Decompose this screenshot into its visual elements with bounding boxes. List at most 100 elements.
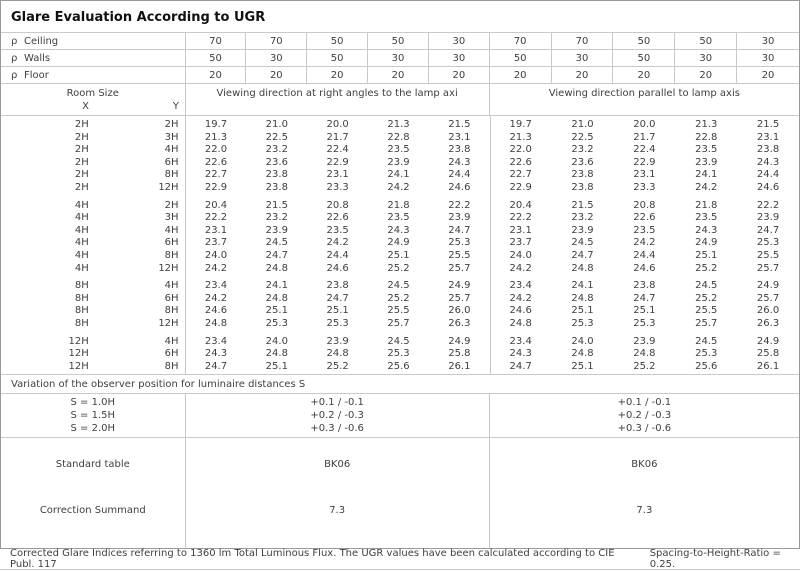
room-size-x: 8H <box>74 280 89 292</box>
reflectance-row-label: ρ Ceiling <box>1 33 186 49</box>
ugr-value-right-angles: 23.1 <box>448 131 471 143</box>
ugr-value-right-angles: 24.5 <box>387 335 410 347</box>
ugr-value-parallel: 22.4 <box>633 144 656 156</box>
ugr-value-right-angles: 24.9 <box>387 237 410 249</box>
ugr-table-row: 4H 3H 22.2 23.2 22.6 23.5 23.9 22.2 23.2 22.6 23.5… <box>1 212 799 225</box>
s-distance-label: S = 2.0H <box>70 423 116 434</box>
ugr-value-right-angles: 25.5 <box>387 305 410 317</box>
reflectance-value: 20 <box>552 67 614 83</box>
footer-text-ratio: Spacing-to-Height-Ratio = 0.25. <box>649 548 781 570</box>
room-size-x: 2H <box>74 169 89 181</box>
ugr-value-right-angles: 25.3 <box>326 317 349 329</box>
room-size-y: 6H <box>164 156 179 168</box>
ugr-value-right-angles: 22.6 <box>204 156 228 168</box>
ugr-value-right-angles: 23.1 <box>204 224 228 236</box>
rho-symbol: ρ <box>11 52 18 64</box>
room-size-y: 2H <box>164 199 179 211</box>
ugr-value-right-angles: 24.3 <box>448 156 471 168</box>
reflectance-value: 20 <box>429 67 490 83</box>
room-size-y: 6H <box>164 237 179 249</box>
ugr-value-parallel: 24.5 <box>695 280 718 292</box>
observer-variation-section: S = 1.0H S = 1.5H S = 2.0H +0.1 / -0.1 +0.2… <box>1 394 799 438</box>
ugr-value-parallel: 21.0 <box>571 119 594 130</box>
ugr-value-parallel: 23.8 <box>633 280 656 292</box>
room-size-y: 3H <box>164 212 179 224</box>
ugr-value-right-angles: 23.9 <box>448 212 471 224</box>
ugr-value-parallel: 24.3 <box>756 156 780 168</box>
ugr-value-parallel: 25.5 <box>695 305 718 317</box>
ugr-value-right-angles: 21.3 <box>387 119 410 130</box>
ugr-value-parallel: 25.2 <box>633 360 656 372</box>
room-size-x: 8H <box>74 317 89 329</box>
ugr-value-right-angles: 23.3 <box>326 181 349 193</box>
s-values-parallel: +0.1 / -0.1 +0.2 / -0.3 +0.3 / -0.6 <box>490 394 799 437</box>
rho-symbol: ρ <box>11 69 18 81</box>
ugr-value-parallel: 26.0 <box>756 305 780 317</box>
correction-summand-label: Correction Summand <box>39 504 146 516</box>
ugr-table-row: 2H 3H 21.3 22.5 21.7 22.8 23.1 21.3 22.5 21.7 22.8… <box>1 132 799 145</box>
ugr-value-parallel: 23.3 <box>633 181 656 193</box>
ugr-value-right-angles: 22.4 <box>326 144 349 156</box>
room-size-y: 4H <box>164 280 179 292</box>
reflectance-value: 50 <box>186 50 247 66</box>
standard-correction-values-parallel: BK06 7.3 <box>490 438 799 548</box>
ugr-value-right-angles: 20.4 <box>204 199 228 211</box>
ugr-value-right-angles: 24.9 <box>448 335 471 347</box>
room-size-x: 2H <box>74 144 89 156</box>
ugr-value-parallel: 24.1 <box>571 280 594 292</box>
room-size-x: 4H <box>74 249 89 261</box>
ugr-value-right-angles: 21.0 <box>265 119 288 130</box>
rho-symbol: ρ <box>11 35 18 47</box>
reflectance-value: 70 <box>246 33 308 49</box>
ugr-row-group: 4H 2H 20.4 21.5 20.8 21.8 22.2 20.4 21.5 20.8 21.8… <box>1 200 799 276</box>
standard-correction-section: Standard table Correction Summand BK06 7… <box>1 438 799 548</box>
ugr-value-right-angles: 23.5 <box>387 212 410 224</box>
ugr-value-right-angles: 23.1 <box>326 169 349 181</box>
ugr-value-right-angles: 25.1 <box>387 249 410 261</box>
ugr-value-parallel: 24.2 <box>509 292 532 304</box>
ugr-value-parallel: 22.8 <box>695 131 718 143</box>
ugr-value-parallel: 25.8 <box>756 348 780 360</box>
ugr-value-parallel: 24.3 <box>509 348 532 360</box>
reflectance-row-label: ρ Walls <box>1 50 186 66</box>
ugr-value-right-angles: 24.2 <box>387 181 410 193</box>
ugr-value-parallel: 24.4 <box>633 249 656 261</box>
room-size-y: 12H <box>158 181 179 193</box>
ugr-value-parallel: 25.1 <box>571 305 594 317</box>
ugr-value-parallel: 25.7 <box>756 262 780 274</box>
room-size-label: Room Size <box>66 88 119 99</box>
room-size-x: 12H <box>68 348 89 360</box>
ugr-value-parallel: 20.0 <box>633 119 656 130</box>
ugr-value-right-angles: 24.5 <box>265 237 288 249</box>
ugr-value-right-angles: 25.7 <box>387 317 410 329</box>
reflectance-value: 30 <box>675 50 738 66</box>
ugr-value-parallel: 23.1 <box>756 131 780 143</box>
ugr-value-parallel: 20.4 <box>509 199 532 211</box>
ugr-value-parallel: 21.7 <box>633 131 656 143</box>
ugr-value-right-angles: 24.5 <box>387 280 410 292</box>
ugr-value-parallel: 23.1 <box>633 169 656 181</box>
x-axis-label: X <box>82 101 89 112</box>
ugr-table-row: 12H 6H 24.3 24.8 24.8 25.3 25.8 24.3 24.8 24.8 25.… <box>1 348 799 361</box>
ugr-value-parallel: 24.6 <box>756 181 780 193</box>
reflectance-row: ρ Walls 50 30 50 30 30 50 30 50 30 30 <box>1 50 799 67</box>
ugr-value-parallel: 23.5 <box>695 212 718 224</box>
ugr-table-row: 8H 8H 24.6 25.1 25.1 25.5 26.0 24.6 25.1 25.1 25.5… <box>1 305 799 318</box>
ugr-value-right-angles: 22.9 <box>326 156 349 168</box>
reflectance-value: 20 <box>761 69 775 81</box>
ugr-value-parallel: 23.9 <box>633 335 656 347</box>
ugr-value-right-angles: 23.5 <box>387 144 410 156</box>
ugr-table-row: 2H 8H 22.7 23.8 23.1 24.1 24.4 22.7 23.8 23.1 24.1… <box>1 169 799 182</box>
ugr-value-right-angles: 23.4 <box>204 280 228 292</box>
room-size-x: 2H <box>74 131 89 143</box>
ugr-value-parallel: 21.8 <box>695 199 718 211</box>
ugr-value-parallel: 23.5 <box>633 224 656 236</box>
reflectance-value: 50 <box>490 50 552 66</box>
ugr-value-parallel: 25.1 <box>695 249 718 261</box>
room-size-y: 8H <box>164 305 179 317</box>
ugr-value-parallel: 22.0 <box>509 144 532 156</box>
ugr-table-row: 8H 4H 23.4 24.1 23.8 24.5 24.9 23.4 24.1 23.8 24.5… <box>1 280 799 293</box>
room-size-y: 2H <box>164 119 179 130</box>
ugr-value-parallel: 25.6 <box>695 360 718 372</box>
ugr-value-right-angles: 22.7 <box>204 169 228 181</box>
